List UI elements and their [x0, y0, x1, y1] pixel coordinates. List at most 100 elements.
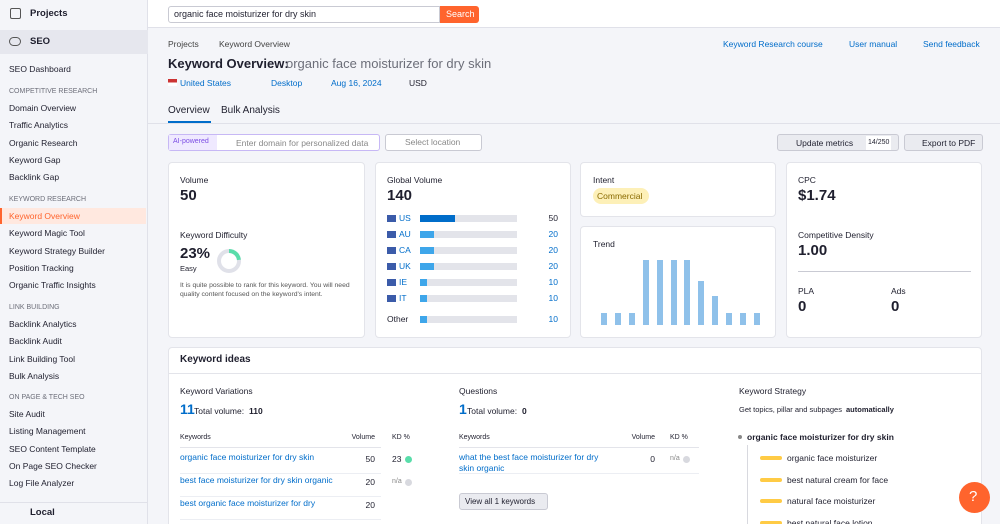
keyword-volume: 20	[365, 477, 375, 487]
nav-item[interactable]: Domain Overview	[9, 103, 77, 113]
country-volume: 10	[548, 277, 558, 287]
nav-item[interactable]: Keyword Overview	[9, 211, 80, 221]
strategy-topic: best natural face lotion	[787, 517, 873, 524]
nav-item[interactable]: Listing Management	[9, 426, 86, 437]
nav-item[interactable]: Keyword Strategy Builder	[9, 245, 105, 256]
country-code: AU	[399, 229, 411, 239]
quota: 14/250	[866, 136, 892, 150]
nav-item[interactable]: Bulk Analysis	[9, 370, 60, 381]
nav-item[interactable]: Backlink Audit	[9, 336, 62, 347]
filter-dropdown[interactable]: Aug 16, 2024	[331, 78, 382, 88]
tab[interactable]: Bulk Analysis	[221, 105, 280, 116]
help-button[interactable]	[959, 482, 990, 513]
card	[786, 162, 982, 338]
header-link[interactable]: Send feedback	[923, 39, 980, 49]
volume-track	[420, 316, 517, 323]
search-box[interactable]	[168, 6, 440, 23]
filter-dropdown[interactable]: United States	[180, 78, 232, 88]
nav-item[interactable]: On Page SEO Checker	[9, 460, 97, 471]
country-volume: 10	[548, 314, 558, 324]
intent-value: Commercial	[597, 191, 643, 201]
ideas-rule	[168, 373, 982, 374]
topic-bar	[760, 499, 782, 503]
section-title: Questions	[459, 386, 498, 396]
nav-item[interactable]: Backlink Analytics	[9, 319, 77, 329]
tab-rule	[148, 123, 1000, 124]
dashboard[interactable]: SEO Dashboard	[9, 64, 71, 74]
row-rule	[459, 473, 699, 474]
nav-item[interactable]: Organic Research	[9, 137, 78, 148]
keyword-link[interactable]: what the best face moisturizer for dry s…	[459, 452, 599, 473]
metric-value: 0	[798, 298, 807, 315]
topic-bar	[760, 456, 782, 460]
nav-item[interactable]: Keyword Magic Tool	[9, 228, 85, 239]
ai-badge	[169, 135, 217, 150]
nav-item[interactable]: Keyword Gap	[9, 154, 61, 165]
trend-bar	[628, 313, 635, 325]
header-link[interactable]: User manual	[849, 39, 898, 49]
metric-value: 23%	[180, 245, 211, 262]
view-all-button[interactable]	[459, 493, 548, 510]
location-select[interactable]	[385, 134, 482, 151]
country-volume: 20	[548, 261, 558, 271]
domain-input[interactable]	[168, 134, 380, 151]
country-volume: 10	[548, 293, 558, 303]
divider	[798, 271, 971, 272]
breadcrumb[interactable]: Keyword Overview	[219, 39, 290, 49]
keyword-link[interactable]: best face moisturizer for dry skin organ…	[180, 475, 333, 485]
keyword-volume: 0	[650, 454, 655, 464]
keyword-link[interactable]: organic face moisturizer for dry skin	[180, 452, 315, 462]
tree-line	[747, 445, 748, 524]
filter-dropdown[interactable]: Desktop	[271, 78, 303, 88]
tab[interactable]: Overview	[168, 105, 210, 116]
update-label[interactable]: Update metrics	[796, 138, 854, 148]
help-label[interactable]: ?	[969, 488, 978, 505]
projects[interactable]: Projects	[30, 8, 68, 19]
export-button[interactable]	[904, 134, 983, 151]
volume-track	[420, 263, 517, 270]
nav-item[interactable]: Traffic Analytics	[9, 120, 69, 131]
metric-label: CPC	[798, 175, 816, 185]
ideas-title: Keyword ideas	[180, 354, 251, 365]
currency: USD	[409, 78, 427, 88]
column-header: KD %	[670, 434, 688, 441]
strategy-emphasis: automatically	[846, 405, 894, 414]
local[interactable]: Local	[30, 507, 55, 518]
search-button-label[interactable]: Search	[446, 9, 475, 19]
nav-item[interactable]: Site Audit	[9, 409, 45, 419]
seo[interactable]: SEO	[30, 36, 51, 47]
trend-bar	[614, 313, 621, 325]
total-value: 0	[522, 406, 527, 416]
column-header: Volume	[351, 434, 375, 441]
search-button[interactable]	[440, 6, 479, 23]
metric-label: Competitive Density	[798, 230, 874, 240]
header-rule	[180, 447, 381, 448]
nav-item[interactable]: SEO Content Template	[9, 443, 96, 454]
root-dot	[738, 435, 742, 439]
local-row[interactable]	[0, 502, 148, 524]
active-item	[0, 208, 146, 224]
header-link[interactable]: Keyword Research course	[723, 39, 823, 49]
nav-item[interactable]: Backlink Gap	[9, 172, 60, 183]
nav-item[interactable]: Position Tracking	[9, 262, 74, 273]
keyword-link[interactable]: best organic face moisturizer for dry	[180, 498, 316, 508]
trend-bar	[601, 313, 607, 325]
section-title: Keyword Variations	[180, 386, 253, 396]
strategy-topic: organic face moisturizer	[787, 453, 878, 463]
location-placeholder[interactable]: Select location	[405, 137, 461, 147]
view-all-label[interactable]: View all 1 keywords	[465, 497, 536, 506]
strategy-topic: best natural cream for face	[787, 474, 889, 485]
nav-item[interactable]: Link Building Tool	[9, 353, 75, 364]
strategy-topic: natural face moisturizer	[787, 496, 876, 506]
ai-badge-label: AI-powered	[173, 138, 209, 145]
nav-item[interactable]: Organic Traffic Insights	[9, 280, 96, 291]
nav-item[interactable]: Log File Analyzer	[9, 478, 75, 489]
ideas-panel	[168, 347, 982, 524]
country-code: UK	[399, 261, 411, 271]
breadcrumb[interactable]: Projects	[168, 39, 199, 49]
intent-badge	[593, 188, 649, 204]
seo-row[interactable]	[0, 30, 148, 54]
export-label[interactable]: Export to PDF	[922, 138, 976, 148]
volume-track	[420, 247, 517, 254]
